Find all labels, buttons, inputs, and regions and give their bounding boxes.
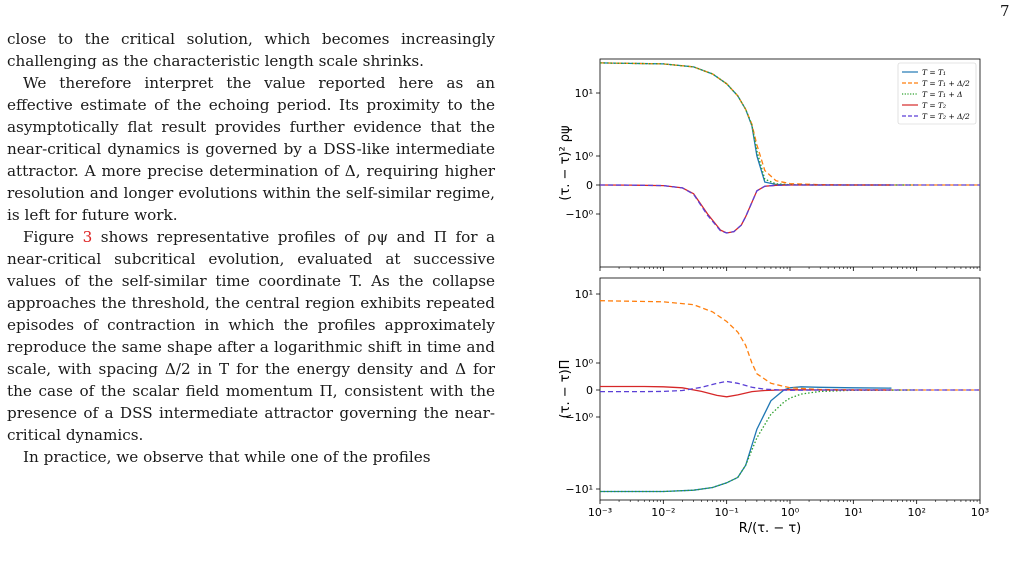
y-axis-label: (τ. − τ)² ρψ: [558, 125, 573, 200]
series-line-3: [600, 389, 917, 493]
paragraph-3: Figure 3 shows representative profiles o…: [7, 226, 495, 446]
legend-label: T = T₁ + Δ/2: [922, 79, 970, 88]
text-column: close to the critical solution, which be…: [7, 28, 495, 468]
x-tick-label: 10⁻²: [651, 506, 675, 519]
legend-label: T = T₁ + Δ: [922, 90, 963, 99]
x-axis-label: R/(τ. − τ): [739, 521, 802, 536]
legend-label: T = T₂ + Δ/2: [922, 112, 970, 121]
paragraph-4: In practice, we observe that while one o…: [23, 448, 431, 466]
y-tick-label: 10⁰: [575, 150, 594, 163]
paragraph-1: close to the critical solution, which be…: [7, 30, 495, 70]
y-tick-label: 0: [586, 384, 593, 397]
series-line-2: [599, 300, 980, 391]
figure-ref-prefix: Figure: [23, 228, 75, 246]
figure-ref-link[interactable]: 3: [82, 228, 93, 246]
x-tick-label: 10²: [907, 506, 925, 519]
series-line-5: [599, 184, 980, 234]
legend-label: T = T₂: [922, 101, 946, 110]
legend: T = T₁ T = T₁ + Δ/2 T = T₁ + Δ T = T₂ T = T₂…: [897, 62, 977, 125]
y-tick-label: 10¹: [575, 87, 593, 100]
x-tick-label: 10⁰: [781, 506, 800, 519]
chart-panel-top: 10¹ 10⁰ 0 −10⁰ (τ. − τ)² ρψ T = T₁ T = T₁ + Δ/…: [558, 58, 981, 271]
y-tick-label: −10¹: [565, 483, 593, 496]
paragraph-2: We therefore interpret the value reporte…: [7, 74, 495, 224]
y-tick-label: 0: [586, 179, 593, 192]
x-tick-label: 10⁻³: [588, 506, 612, 519]
x-tick-label: 10⁻¹: [715, 506, 739, 519]
series-line-1: [600, 386, 892, 493]
series-line-3: [599, 62, 917, 186]
figure-3: 10¹ 10⁰ 0 −10⁰ (τ. − τ)² ρψ T = T₁ T = T₁ + Δ/…: [555, 45, 995, 568]
y-tick-label: −10⁰: [565, 411, 593, 424]
page-number: 7: [1000, 2, 1010, 20]
y-tick-label: −10⁰: [565, 208, 593, 221]
paragraph-3-body: shows representative profiles of ρψ and …: [7, 228, 496, 444]
x-tick-label: 10³: [971, 506, 989, 519]
y-tick-label: 10¹: [575, 288, 593, 301]
series-line-4: [599, 184, 892, 234]
series-line-5: [600, 380, 980, 393]
legend-box: [897, 62, 977, 125]
y-tick-label: 10⁰: [575, 357, 594, 370]
x-tick-label: 10¹: [844, 506, 862, 519]
chart-panel-bottom: 10¹ 10⁰ 0 −10⁰ −10¹ 10⁻³ 10⁻² 10⁻¹ 10⁰ 10¹ 10² 10³ (…: [558, 277, 989, 536]
series-line-1: [599, 62, 892, 186]
legend-label: T = T₁: [922, 68, 946, 77]
figure-3-plot: 10¹ 10⁰ 0 −10⁰ (τ. − τ)² ρψ T = T₁ T = T₁ + Δ/…: [558, 58, 989, 536]
y-axis-label: (τ. − τ)Π: [558, 360, 573, 419]
axes-frame: [599, 277, 981, 501]
